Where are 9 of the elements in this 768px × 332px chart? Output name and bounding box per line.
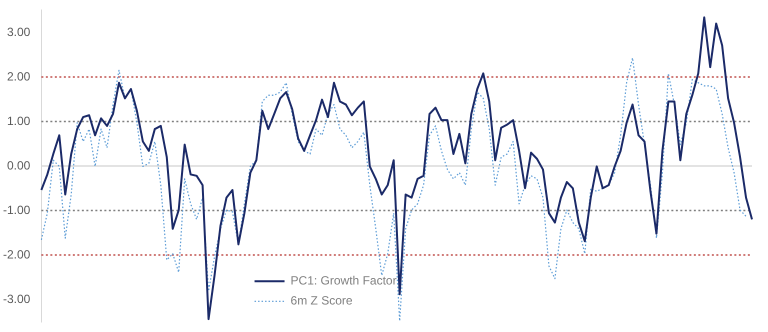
y-tick-label: 2.00 (6, 69, 31, 84)
y-tick-label: 0.00 (6, 158, 31, 172)
y-tick-label: 1.00 (6, 114, 31, 128)
y-tick-label: 3.00 (6, 24, 31, 39)
y-tick-label: -2.00 (2, 247, 31, 262)
legend-label: 6m Z Score (290, 294, 353, 308)
legend-label: PC1: Growth Factor (290, 274, 397, 288)
y-tick-label: -3.00 (2, 292, 31, 306)
y-tick-label: -1.00 (2, 202, 31, 217)
